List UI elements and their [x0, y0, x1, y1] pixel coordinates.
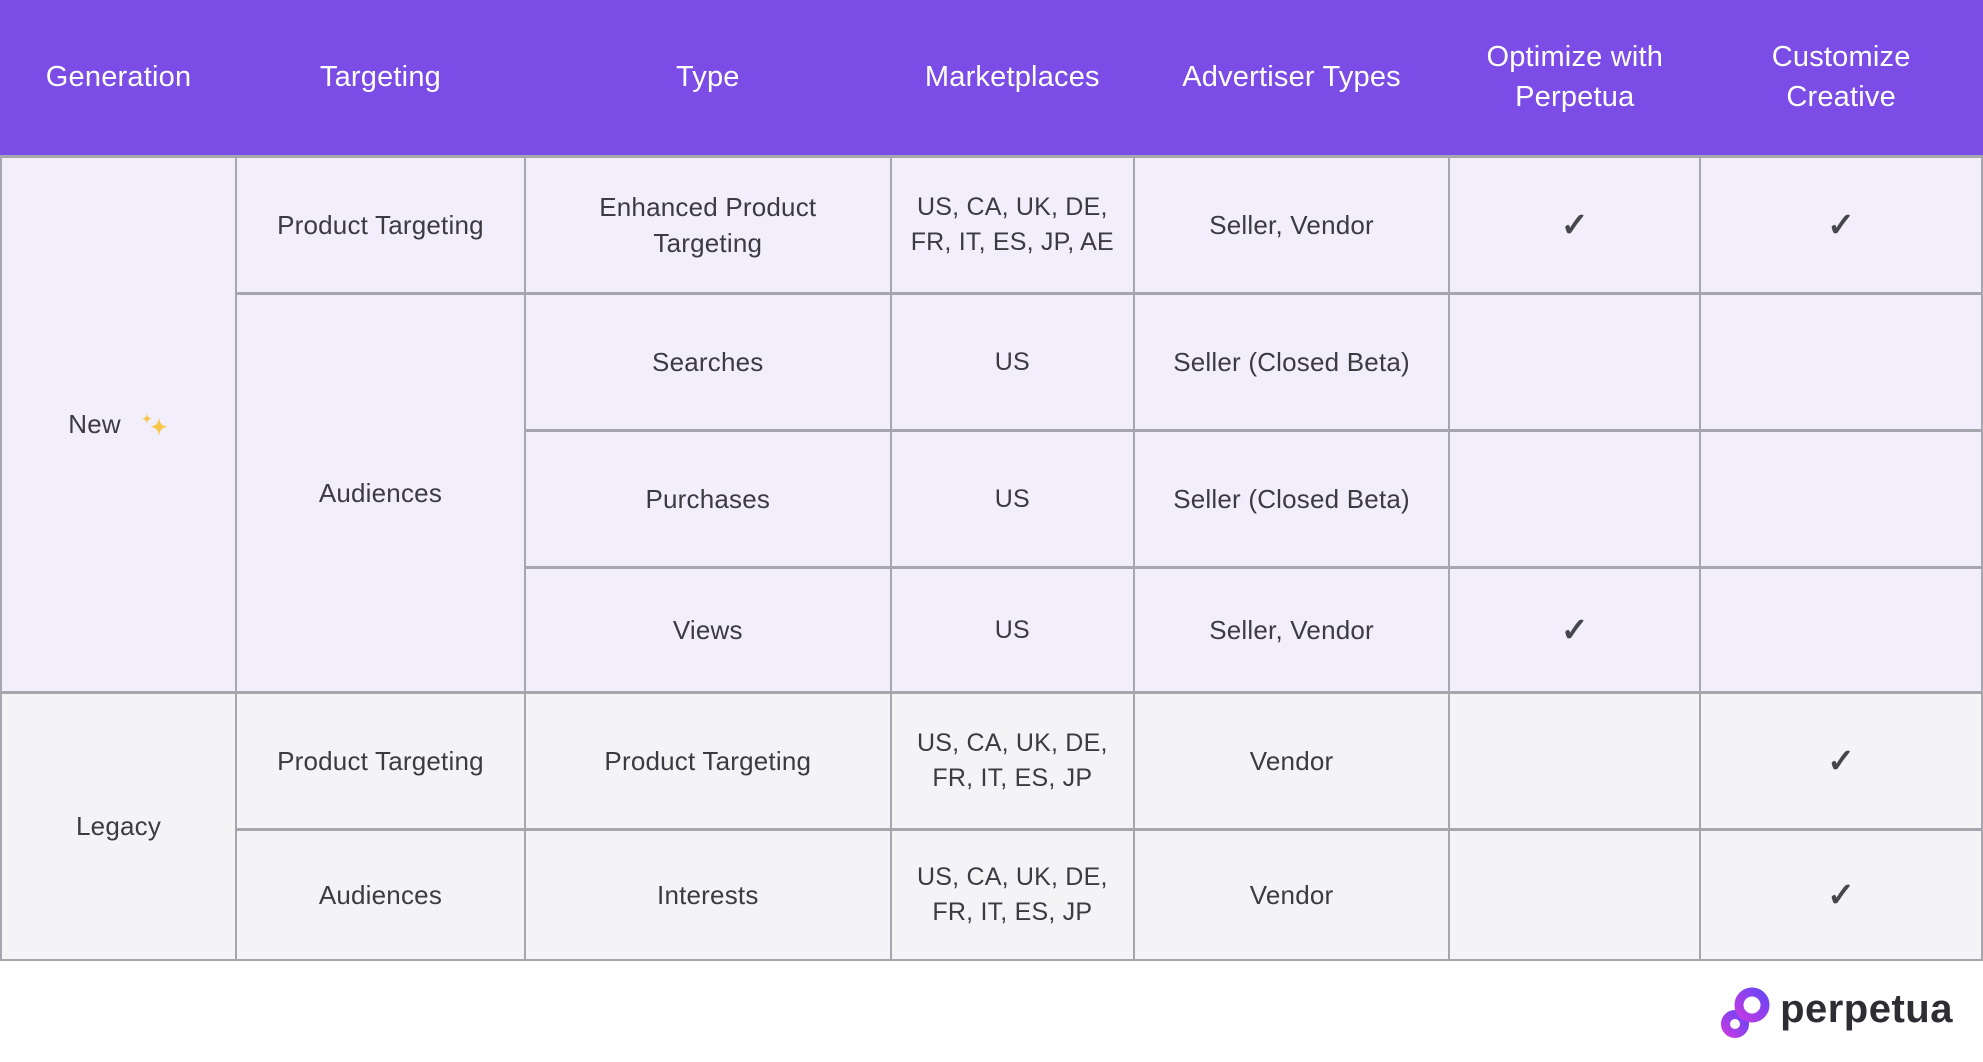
comparison-table-body: New Product Targeting Enhanced Product T…	[0, 155, 1983, 961]
column-header-customize-creative: Customize Creative	[1771, 41, 1911, 113]
type-cell-views: Views	[525, 569, 890, 691]
customize-check-cell: ✓	[1701, 694, 1981, 828]
targeting-cell-legacy-product-targeting: Product Targeting	[237, 694, 524, 828]
column-header-advertiser-types: Advertiser Types	[1182, 60, 1401, 93]
marketplaces-cell: US	[891, 432, 1133, 566]
advertiser-types-cell: Seller (Closed Beta)	[1134, 295, 1449, 429]
advertiser-types-cell: Vendor	[1134, 831, 1449, 959]
table-header-row: Generation Targeting Type Marketplaces A…	[0, 0, 1983, 155]
generation-cell-new: New	[2, 158, 236, 691]
optimize-check-cell: ✓	[1450, 158, 1700, 292]
footer: perpetua	[0, 961, 1983, 1062]
targeting-cell-legacy-audiences: Audiences	[237, 831, 524, 959]
customize-check-cell	[1701, 569, 1981, 691]
type-cell-searches: Searches	[525, 295, 890, 429]
customize-check-cell: ✓	[1701, 831, 1981, 959]
column-header-marketplaces: Marketplaces	[924, 60, 1100, 93]
marketplaces-cell: US, CA, UK, DE, FR, IT, ES, JP	[891, 831, 1133, 959]
perpetua-logo: perpetua	[1718, 984, 1953, 1040]
marketplaces-cell: US, CA, UK, DE, FR, IT, ES, JP, AE	[891, 158, 1133, 292]
column-header-optimize-with-perpetua: Optimize with Perpetua	[1486, 41, 1664, 113]
advertiser-types-cell: Seller, Vendor	[1134, 158, 1449, 292]
marketplaces-cell: US	[891, 569, 1133, 691]
type-cell-purchases: Purchases	[525, 432, 890, 566]
customize-check-cell	[1701, 295, 1981, 429]
marketplaces-cell: US, CA, UK, DE, FR, IT, ES, JP	[891, 694, 1133, 828]
type-cell-product-targeting: Product Targeting	[525, 694, 890, 828]
advertiser-types-cell: Seller (Closed Beta)	[1134, 432, 1449, 566]
optimize-check-cell	[1450, 831, 1700, 959]
optimize-check-cell: ✓	[1450, 569, 1700, 691]
generation-new-label: New	[68, 409, 121, 440]
customize-check-cell: ✓	[1701, 158, 1981, 292]
perpetua-loop-icon	[1718, 984, 1770, 1040]
targeting-cell-new-product-targeting: Product Targeting	[237, 158, 524, 292]
customize-check-cell	[1701, 432, 1981, 566]
perpetua-wordmark: perpetua	[1780, 987, 1953, 1031]
optimize-check-cell	[1450, 432, 1700, 566]
column-header-targeting: Targeting	[319, 60, 441, 93]
generation-cell-legacy: Legacy	[2, 694, 236, 959]
targeting-cell-new-audiences: Audiences	[237, 295, 524, 691]
type-cell-interests: Interests	[525, 831, 890, 959]
advertiser-types-cell: Vendor	[1134, 694, 1449, 828]
optimize-check-cell	[1450, 694, 1700, 828]
advertiser-types-cell: Seller, Vendor	[1134, 569, 1449, 691]
column-header-type: Type	[675, 60, 740, 93]
type-cell-enhanced-product-targeting: Enhanced Product Targeting	[525, 158, 890, 292]
optimize-check-cell	[1450, 295, 1700, 429]
column-header-generation: Generation	[45, 60, 192, 93]
sparkles-icon	[139, 412, 169, 442]
marketplaces-cell: US	[891, 295, 1133, 429]
